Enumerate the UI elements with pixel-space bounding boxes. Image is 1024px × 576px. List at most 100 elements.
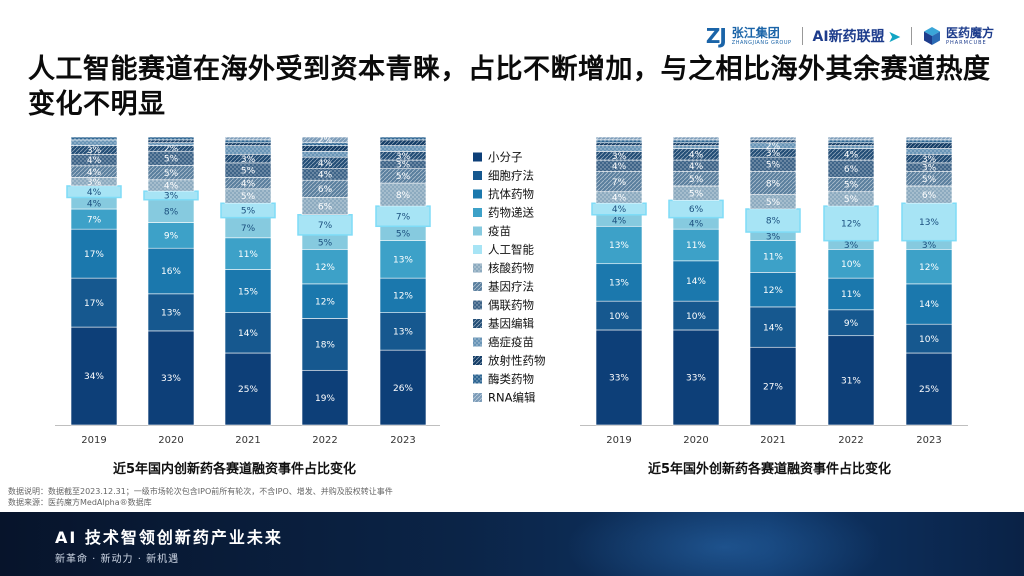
overseas-bar-2021-RNA编辑 [749,136,797,141]
overseas-bar-2023-RNA编辑 [905,136,953,141]
overseas-bar-2020-放射性药物 [672,142,720,146]
overseas-label-2020-疫苗: 4% [689,220,704,230]
domestic-label-2019-小分子: 34% [84,372,104,382]
domestic-bar-2023-药物递送 [379,240,427,279]
domestic-label-2020-基因疗法: 5% [164,169,179,179]
overseas-label-2022-基因疗法: 5% [844,181,859,191]
footer-banner: AI 技术智领创新药产业未来 新革命 · 新动力 · 新机遇 [0,512,1024,576]
overseas-label-2021-偶联药物: 5% [766,161,781,171]
overseas-label-2021-抗体药物: 12% [763,286,783,296]
legend-label-放射性药物: 放射性药物 [488,354,546,368]
domestic-tick-2022: 2022 [312,435,337,446]
domestic-bar-2020-放射性药物 [147,139,195,144]
legend-label-疫苗: 疫苗 [488,224,511,238]
domestic-label-2021-疫苗: 7% [241,224,256,234]
overseas-label-2022-人工智能: 12% [841,220,861,230]
overseas-label-2021-药物递送: 11% [763,253,783,263]
domestic-bar-2020-药物递送 [147,222,195,249]
overseas-label-2019-核酸药物: 4% [612,194,627,204]
overseas-label-2019-细胞疗法: 10% [609,312,629,322]
domestic-label-2023-细胞疗法: 13% [393,328,413,338]
domestic-label-2021-基因疗法: 4% [241,179,256,189]
overseas-label-2023-小分子: 25% [919,385,939,395]
domestic-label-2023-疫苗: 5% [396,230,411,240]
domestic-label-2019-疫苗: 4% [87,199,102,209]
pharmcube-en: PHARMCUBE [945,39,987,46]
cube-icon [923,27,940,45]
legend-label-酶类药物: 酶类药物 [488,372,534,386]
domestic-label-2020-小分子: 33% [161,374,181,384]
domestic-bar-2023-放射性药物 [379,139,427,146]
legend-label-小分子: 小分子 [488,150,523,164]
domestic-bar-2021-抗体药物 [224,269,272,313]
domestic-label-2020-人工智能: 3% [164,192,179,202]
domestic-label-2020-疫苗: 8% [164,207,179,217]
overseas-label-2020-抗体药物: 14% [686,277,706,287]
ai-alliance-icon: ➤ [887,26,901,46]
overseas-label-2020-人工智能: 6% [689,205,704,215]
overseas-label-2022-药物递送: 10% [841,260,861,270]
legend-swatch-细胞疗法 [473,171,482,180]
overseas-tick-2019: 2019 [606,435,631,446]
domestic-bar-2022-细胞疗法 [301,318,349,371]
domestic-label-2020-偶联药物: 5% [164,155,179,165]
domestic-bar-2022-癌症疫苗 [301,151,349,158]
overseas-bar-2022-癌症疫苗 [827,145,875,149]
domestic-label-2019-基因疗法: 4% [87,168,102,178]
overseas-label-2021-癌症疫苗: 2% [766,142,781,152]
legend-label-核酸药物: 核酸药物 [488,261,534,275]
data-source: 数据来源：医药魔方MedAlpha®数据库 [8,498,152,507]
overseas-bar-2023-药物递送 [905,249,953,285]
overseas-label-2020-细胞疗法: 10% [686,312,706,322]
domestic-label-2022-RNA编辑: 2% [318,136,333,146]
domestic-tick-2020: 2020 [158,435,183,446]
overseas-bar-2023-小分子 [905,352,953,426]
overseas-label-2022-细胞疗法: 9% [844,319,859,329]
domestic-tick-2023: 2023 [390,435,415,446]
legend-label-人工智能: 人工智能 [488,243,534,257]
overseas-label-2023-抗体药物: 14% [919,300,939,310]
overseas-label-2019-抗体药物: 13% [609,279,629,289]
domestic-label-2019-基因编辑: 3% [87,146,102,156]
overseas-label-2022-疫苗: 3% [844,241,859,251]
overseas-bar-2021-细胞疗法 [749,306,797,348]
domestic-label-2021-药物递送: 11% [238,250,258,260]
overseas-bar-2023-放射性药物 [905,142,953,149]
overseas-bar-2020-细胞疗法 [672,300,720,331]
overseas-bar-2019-癌症疫苗 [595,145,643,152]
domestic-tick-2019: 2019 [81,435,106,446]
legend-swatch-药物递送 [473,208,482,217]
data-note: 数据说明：数据截至2023.12.31；一级市场轮次包含IPO前所有轮次，不含I… [8,487,393,496]
domestic-label-2023-药物递送: 13% [393,256,413,266]
overseas-bar-2020-小分子 [672,329,720,426]
domestic-bar-2022-RNA编辑 [301,136,349,144]
domestic-bar-2020-抗体药物 [147,247,195,295]
overseas-bar-2021-抗体药物 [749,272,797,308]
overseas-bar-2019-酶类药物 [595,139,643,144]
domestic-bar-2021-放射性药物 [224,142,272,146]
pharmcube-name: 医药魔方 [945,25,994,40]
ai-alliance-name: AI新药联盟 [812,29,885,45]
legend-label-基因疗法: 基因疗法 [488,280,534,294]
domestic-bar-2023-抗体药物 [379,277,427,313]
domestic-label-2022-细胞疗法: 18% [315,341,335,351]
domestic-bar-2023-酶类药物 [379,136,427,141]
ai-alliance-logo: AI新药联盟 ➤ [813,26,901,46]
overseas-label-2023-基因疗法: 5% [922,175,937,185]
legend-label-基因编辑: 基因编辑 [488,317,534,331]
legend-swatch-人工智能 [473,245,482,254]
overseas-bar-2023-酶类药物 [905,139,953,144]
domestic-bar-2023-细胞疗法 [379,312,427,351]
domestic-bar-2019-癌症疫苗 [70,139,118,146]
domestic-bar-2019-细胞疗法 [70,277,118,328]
domestic-label-2023-核酸药物: 8% [396,191,411,201]
footer-subtitle: 新革命 · 新动力 · 新机遇 [55,554,180,565]
domestic-label-2022-基因疗法: 6% [318,185,333,195]
domestic-label-2019-抗体药物: 17% [84,250,104,260]
legend-swatch-癌症疫苗 [473,337,482,347]
overseas-bar-2022-细胞疗法 [827,309,875,337]
overseas-ai-highlight-2023 [901,202,957,242]
legend-label-RNA编辑: RNA编辑 [488,391,536,405]
domestic-label-2021-小分子: 25% [238,385,258,395]
